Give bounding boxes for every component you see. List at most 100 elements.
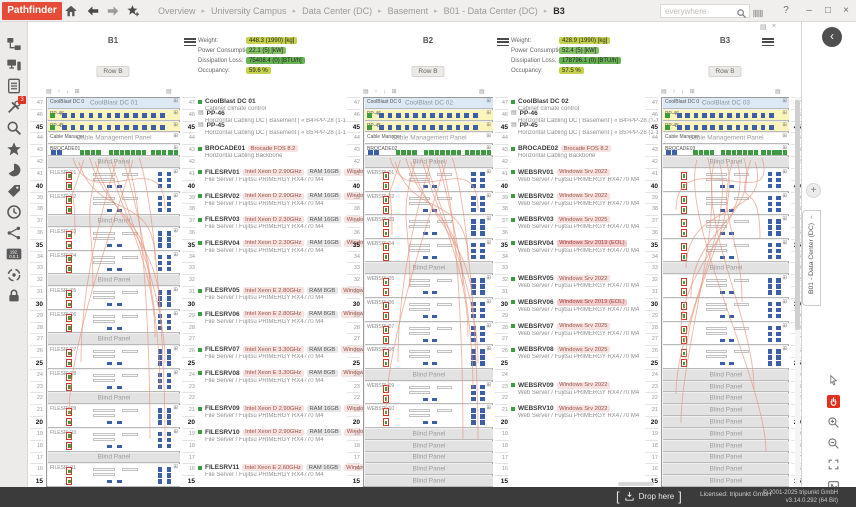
rack-row-climate[interactable]: CoolBlast DC 01 CoolBlast DC 01 ⊞ (48, 98, 180, 109)
rack-row-cmp[interactable]: Cable Management PanelCable Management P… (365, 133, 493, 145)
rack-row-blind[interactable]: Blind Panel (663, 417, 789, 428)
device-list-item[interactable]: ▤ PP-45 Horizontal Cabling DC | Basement |… (198, 121, 346, 136)
breadcrumb-item[interactable]: University Campus (211, 6, 287, 16)
rack-row-server[interactable]: FILESRV07 ⊞ (48, 346, 180, 369)
breadcrumb-item[interactable]: B01 - Data Center (DC) (443, 6, 538, 16)
rack-graphic-b1[interactable]: CoolBlast DC 01 CoolBlast DC 01 ⊞ PP-46 ⊞ PP-… (46, 97, 180, 487)
view-list-icon[interactable]: ▤ (760, 24, 767, 31)
rack-row-server[interactable]: WEBSRV04 ⊞ (365, 239, 493, 263)
device-list-item[interactable]: FILESRV02 Intel Xeon D 2.90GHz RAM 16GB Win… (198, 192, 398, 207)
rack-row-server[interactable]: ⊞ (663, 322, 789, 346)
device-list-item[interactable]: ▤ PP-46 Horizontal Cabling DC | Basement |… (511, 109, 658, 124)
device-list-item[interactable]: CoolBlast DC 02 Cabinet climate control (511, 98, 658, 112)
rack-row-server[interactable]: FILESRV10 ⊞ (48, 428, 180, 452)
rack-row-server[interactable]: ⊞ (663, 346, 789, 369)
rack-row-blind[interactable]: Blind Panel (663, 405, 789, 417)
rack-row-server[interactable]: FILESRV03 ⊞ (48, 228, 180, 251)
help-button[interactable]: ? (783, 5, 789, 16)
bay-menu-icon[interactable] (184, 38, 196, 47)
rack-row-patch[interactable]: PP-45 ⊞ (663, 121, 789, 133)
pan-tool-icon[interactable] (827, 395, 840, 408)
barcode-icon[interactable] (752, 6, 764, 18)
rack-toolbar-menu-icon[interactable]: ▤ (166, 89, 174, 95)
device-list-item[interactable]: FILESRV01 Intel Xeon D 2.90GHz RAM 16GB Win… (198, 168, 398, 183)
rack-row-server[interactable]: WEBSRV03 ⊞ (365, 216, 493, 239)
rack-row-backbone[interactable]: BROCADE01 ⊞ (48, 145, 180, 157)
rack-row-blind[interactable]: Blind Panel (365, 440, 493, 452)
rack-row-blind[interactable]: Blind Panel (663, 452, 789, 464)
rack-row-blind[interactable]: Blind Panel (48, 452, 180, 464)
back-icon[interactable] (86, 4, 100, 18)
rack-row-server[interactable]: WEBSRV10 ⊞ (365, 405, 493, 428)
lock-icon[interactable] (6, 288, 22, 304)
rack-row-blind[interactable]: Blind Panel (365, 464, 493, 476)
workstation-icon[interactable] (6, 57, 22, 73)
collapse-panel-button[interactable]: ‹ (822, 27, 842, 47)
rack-toolbar[interactable]: ▤ ↑ ↓ ⊞ (661, 89, 697, 95)
device-list-item[interactable]: WEBSRV04 Windows Srv 2019 (EOL) Web Server… (511, 239, 658, 254)
rack-row-blind[interactable]: Blind Panel (365, 369, 493, 381)
device-list-item[interactable]: FILESRV10 Intel Xeon D 2.90GHz RAM 16GB Win… (198, 428, 398, 443)
rack-row-server[interactable]: WEBSRV01 ⊞ (365, 168, 493, 192)
rack-row-server[interactable]: WEBSRV09 ⊞ (365, 381, 493, 405)
search-icon[interactable] (736, 6, 747, 19)
orbit-icon[interactable] (6, 267, 22, 283)
rack-row-blind[interactable]: Blind Panel (365, 476, 493, 487)
rack-graphic-b2[interactable]: CoolBlast DC 02 CoolBlast DC 02 ⊞ PP-46 ⊞ PP-… (363, 97, 493, 487)
rack-row-backbone[interactable]: BROCADE02 ⊞ (365, 145, 493, 157)
device-list-item[interactable]: WEBSRV03 Windows Srv 2025 Web Server / Fuj… (511, 216, 658, 230)
device-list-item[interactable]: FILESRV08 Intel Xeon E 3.30GHz RAM 8GB Wind… (198, 369, 395, 384)
device-list-item[interactable]: ▤ PP-45 Horizontal Cabling DC | Basement |… (511, 121, 658, 136)
rack-row-server[interactable]: FILESRV08 ⊞ (48, 369, 180, 393)
rack-row-server[interactable]: WEBSRV05 ⊞ (365, 275, 493, 298)
rack-row-blind[interactable]: Blind Panel (365, 263, 493, 275)
breadcrumb-item[interactable]: Data Center (DC) (302, 6, 373, 16)
rack-row-server[interactable]: WEBSRV07 ⊞ (365, 322, 493, 346)
rack-row-patch[interactable]: PP-45 ⊞ (48, 121, 180, 133)
device-list-item[interactable]: BROCADE02 Brocade FOS 8.2 Horizontal Cabli… (511, 145, 658, 159)
rack-row-server[interactable]: FILESRV02 ⊞ (48, 192, 180, 216)
rack-graphic-b3[interactable]: CoolBlast DC 03 CoolBlast DC 03 ⊞ PP-46 ⊞ PP-… (661, 97, 789, 487)
rack-toolbar-menu-icon[interactable]: ▤ (775, 89, 783, 95)
breadcrumb-item[interactable]: Basement (387, 6, 429, 16)
rack-row-blind[interactable]: Blind Panel (48, 275, 180, 287)
rack-row-server[interactable]: WEBSRV02 ⊞ (365, 192, 493, 216)
rack-row-blind[interactable]: Blind Panel (663, 464, 789, 476)
rack-row-cmp[interactable]: Cable Management PanelCable Management P… (663, 133, 789, 145)
rack-row-blind[interactable]: Blind Panel (48, 157, 180, 168)
rack-row-climate[interactable]: CoolBlast DC 03 CoolBlast DC 03 ⊞ (663, 98, 789, 109)
rack-row-blind[interactable]: Blind Panel (663, 428, 789, 440)
rack-row-patch[interactable]: PP-46 ⊞ (365, 109, 493, 121)
rack-row-blind[interactable]: Blind Panel (48, 216, 180, 227)
rack-row-server[interactable]: ⊞ (663, 192, 789, 216)
rack-row-blind[interactable]: Blind Panel (48, 334, 180, 346)
fit-view-icon[interactable] (827, 458, 840, 471)
rack-row-blind[interactable]: Blind Panel (365, 157, 493, 168)
favorites-star-icon[interactable] (6, 141, 22, 157)
rack-row-blind[interactable]: Blind Panel (663, 476, 789, 487)
device-list-item[interactable]: CoolBlast DC 01 Cabinet climate control (198, 98, 346, 112)
phone-keypad-icon[interactable] (6, 78, 22, 94)
device-list-item[interactable]: WEBSRV05 Windows Srv 2022 Web Server / Fuj… (511, 275, 658, 289)
rack-row-server[interactable]: WEBSRV06 ⊞ (365, 298, 493, 322)
drop-here-zone[interactable]: [ Drop here ] (616, 489, 682, 504)
ip-address-icon[interactable]: 192. 0.0.1 (6, 246, 22, 262)
rack-row-blind[interactable]: Blind Panel (48, 393, 180, 405)
vertical-scrollbar[interactable] (795, 97, 800, 487)
rack-row-server[interactable]: WEBSRV08 ⊞ (365, 346, 493, 369)
device-list-item[interactable]: WEBSRV10 Windows Srv 2022 Web Server / Fuj… (511, 405, 658, 419)
device-list-item[interactable]: FILESRV09 Intel Xeon D 2.90GHz RAM 16GB Win… (198, 405, 398, 419)
side-tab-b01-data-center[interactable]: ‹ B01 - Data Center (DC) (802, 210, 821, 306)
rack-toolbar-menu-icon[interactable]: ▤ (479, 89, 487, 95)
device-list-item[interactable]: BROCADE01 Brocade FOS 8.2 Horizontal Cabli… (198, 145, 346, 159)
search-input[interactable] (660, 4, 750, 18)
add-button[interactable]: + (806, 183, 821, 198)
rack-row-server[interactable]: ⊞ (663, 216, 789, 239)
rack-row-blind[interactable]: Blind Panel (663, 393, 789, 405)
topology-icon[interactable] (6, 225, 22, 241)
zoom-in-icon[interactable] (827, 416, 840, 429)
minimize-button[interactable]: – (806, 5, 812, 16)
tools-icon[interactable]: 3 (6, 96, 26, 115)
device-list-item[interactable]: FILESRV11 Intel Xeon E 2.60GHz RAM 16GB Win… (198, 464, 397, 478)
rack-row-server[interactable]: FILESRV05 ⊞ (48, 287, 180, 310)
